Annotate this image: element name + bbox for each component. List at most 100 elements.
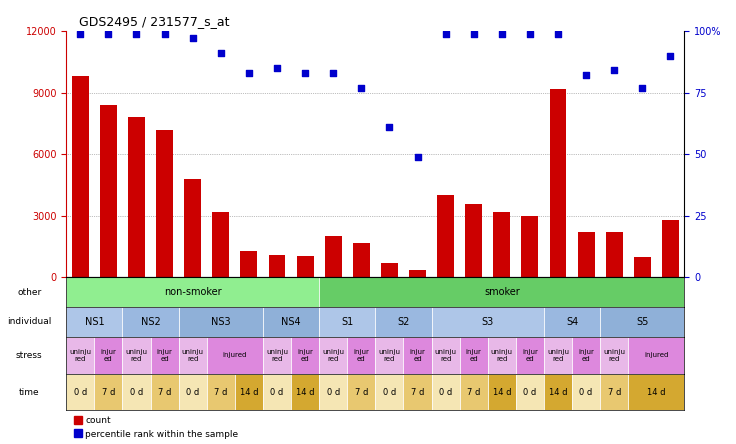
- Bar: [550, 88, 567, 278]
- Text: injur
ed: injur ed: [157, 349, 172, 361]
- Text: 0 d: 0 d: [439, 388, 452, 396]
- Point: [637, 84, 648, 91]
- FancyBboxPatch shape: [572, 337, 600, 373]
- Point: [130, 30, 142, 37]
- Text: NS4: NS4: [281, 317, 301, 327]
- FancyBboxPatch shape: [151, 337, 179, 373]
- Text: uninju
red: uninju red: [322, 349, 344, 361]
- Text: 0 d: 0 d: [579, 388, 592, 396]
- Bar: [100, 105, 117, 278]
- Legend: count, percentile rank within the sample: count, percentile rank within the sample: [71, 412, 242, 442]
- Text: injur
ed: injur ed: [409, 349, 425, 361]
- Text: NS2: NS2: [141, 317, 160, 327]
- Text: injur
ed: injur ed: [100, 349, 116, 361]
- Text: 14 d: 14 d: [647, 388, 665, 396]
- Text: 7 d: 7 d: [411, 388, 424, 396]
- Text: uninju
red: uninju red: [491, 349, 513, 361]
- Text: injur
ed: injur ed: [297, 349, 313, 361]
- FancyBboxPatch shape: [122, 337, 151, 373]
- Bar: [522, 216, 538, 278]
- Text: 7 d: 7 d: [355, 388, 368, 396]
- FancyBboxPatch shape: [319, 278, 684, 307]
- Point: [102, 30, 114, 37]
- FancyBboxPatch shape: [291, 373, 319, 411]
- Y-axis label: other: other: [17, 288, 41, 297]
- Bar: [184, 179, 201, 278]
- Point: [328, 69, 339, 76]
- FancyBboxPatch shape: [460, 373, 488, 411]
- Text: uninju
red: uninju red: [182, 349, 204, 361]
- Text: 0 d: 0 d: [270, 388, 283, 396]
- FancyBboxPatch shape: [263, 307, 319, 337]
- FancyBboxPatch shape: [600, 337, 629, 373]
- FancyBboxPatch shape: [516, 337, 544, 373]
- FancyBboxPatch shape: [151, 373, 179, 411]
- Bar: [297, 256, 314, 278]
- FancyBboxPatch shape: [544, 307, 600, 337]
- Text: 14 d: 14 d: [240, 388, 258, 396]
- FancyBboxPatch shape: [629, 373, 684, 411]
- Point: [383, 123, 395, 131]
- Bar: [662, 220, 679, 278]
- Bar: [269, 255, 286, 278]
- FancyBboxPatch shape: [179, 373, 207, 411]
- Bar: [241, 251, 258, 278]
- Point: [439, 30, 451, 37]
- FancyBboxPatch shape: [94, 373, 122, 411]
- Bar: [156, 130, 173, 278]
- Point: [609, 67, 620, 74]
- FancyBboxPatch shape: [544, 373, 572, 411]
- Point: [187, 35, 199, 42]
- Text: 14 d: 14 d: [549, 388, 567, 396]
- Point: [524, 30, 536, 37]
- Text: uninju
red: uninju red: [126, 349, 147, 361]
- Point: [552, 30, 564, 37]
- FancyBboxPatch shape: [66, 337, 94, 373]
- Text: injur
ed: injur ed: [353, 349, 369, 361]
- Bar: [381, 263, 398, 278]
- FancyBboxPatch shape: [629, 337, 684, 373]
- Text: 0 d: 0 d: [383, 388, 396, 396]
- FancyBboxPatch shape: [179, 337, 207, 373]
- Text: 14 d: 14 d: [492, 388, 511, 396]
- Text: 7 d: 7 d: [467, 388, 481, 396]
- Bar: [353, 242, 369, 278]
- FancyBboxPatch shape: [488, 373, 516, 411]
- FancyBboxPatch shape: [403, 373, 431, 411]
- FancyBboxPatch shape: [263, 373, 291, 411]
- Text: injur
ed: injur ed: [466, 349, 481, 361]
- Bar: [72, 76, 89, 278]
- FancyBboxPatch shape: [291, 337, 319, 373]
- Point: [243, 69, 255, 76]
- Bar: [213, 212, 229, 278]
- Text: 0 d: 0 d: [523, 388, 537, 396]
- FancyBboxPatch shape: [375, 307, 431, 337]
- Text: S1: S1: [341, 317, 353, 327]
- Y-axis label: stress: stress: [16, 351, 43, 360]
- FancyBboxPatch shape: [319, 373, 347, 411]
- Point: [411, 153, 423, 160]
- Text: injur
ed: injur ed: [578, 349, 594, 361]
- FancyBboxPatch shape: [122, 307, 179, 337]
- Text: GDS2495 / 231577_s_at: GDS2495 / 231577_s_at: [79, 16, 229, 28]
- FancyBboxPatch shape: [375, 373, 403, 411]
- Text: NS3: NS3: [211, 317, 230, 327]
- Text: S3: S3: [481, 317, 494, 327]
- Y-axis label: time: time: [19, 388, 40, 396]
- Text: uninju
red: uninju red: [266, 349, 288, 361]
- Text: injur
ed: injur ed: [522, 349, 538, 361]
- FancyBboxPatch shape: [207, 373, 235, 411]
- Bar: [437, 195, 454, 278]
- Bar: [578, 232, 595, 278]
- Point: [468, 30, 480, 37]
- Point: [355, 84, 367, 91]
- Text: 0 d: 0 d: [186, 388, 199, 396]
- FancyBboxPatch shape: [460, 337, 488, 373]
- FancyBboxPatch shape: [347, 337, 375, 373]
- Point: [74, 30, 86, 37]
- Text: injured: injured: [644, 352, 668, 358]
- Bar: [465, 203, 482, 278]
- FancyBboxPatch shape: [375, 337, 403, 373]
- Text: S2: S2: [397, 317, 410, 327]
- Point: [215, 50, 227, 57]
